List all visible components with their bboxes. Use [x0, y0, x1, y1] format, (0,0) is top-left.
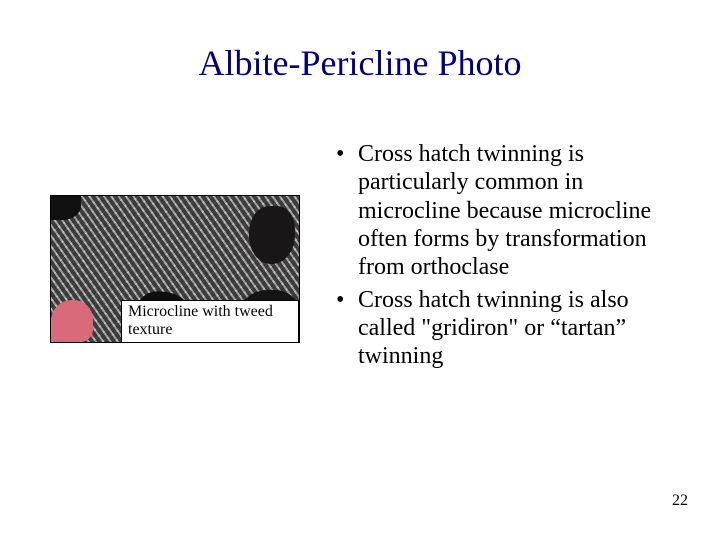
figure: Microcline with tweed texture: [50, 195, 300, 343]
bullet-item: Cross hatch twinning is particularly com…: [330, 140, 670, 282]
page-number: 22: [672, 492, 688, 510]
pink-region: [51, 300, 93, 342]
dark-region: [249, 206, 295, 264]
figure-caption: Microcline with tweed texture: [121, 300, 299, 343]
slide-title: Albite-Pericline Photo: [0, 42, 720, 84]
microcline-photo: Microcline with tweed texture: [50, 195, 300, 343]
bullet-list: Cross hatch twinning is particularly com…: [330, 140, 670, 375]
bullet-item: Cross hatch twinning is also called "gri…: [330, 286, 670, 371]
